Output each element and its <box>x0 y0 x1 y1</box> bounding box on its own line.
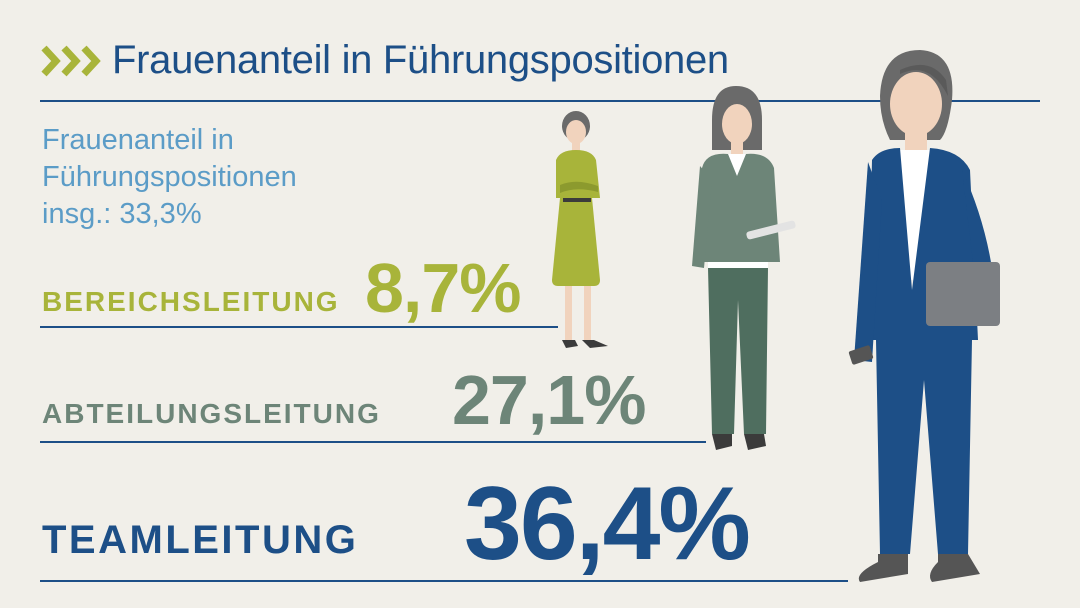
page-title: Frauenanteil in Führungspositionen <box>112 38 729 82</box>
summary-line-2: Führungspositionen <box>42 161 297 193</box>
woman-abteilungsleitung-figure <box>692 86 796 450</box>
woman-bereichsleitung-figure <box>552 111 608 348</box>
level-divider-teamleitung <box>40 580 848 582</box>
woman-teamleitung-figure <box>848 50 1000 582</box>
summary-text: Frauenanteil in Führungspositionen insg.… <box>42 122 297 233</box>
level-label-abteilungsleitung: ABTEILUNGSLEITUNG <box>42 398 381 429</box>
level-value-teamleitung: 36,4% <box>464 466 751 582</box>
level-divider-abteilungsleitung <box>40 441 706 443</box>
level-label-teamleitung: TEAMLEITUNG <box>42 518 359 562</box>
level-value-bereichsleitung: 8,7% <box>365 249 522 327</box>
triple-chevron-right-icon <box>41 45 101 77</box>
summary-line-3: insg.: 33,3% <box>42 198 202 230</box>
level-divider-bereichsleitung <box>40 326 558 328</box>
level-value-abteilungsleitung: 27,1% <box>452 361 646 439</box>
title-divider <box>40 100 1040 102</box>
summary-line-1: Frauenanteil in <box>42 124 234 156</box>
level-label-bereichsleitung: BEREICHSLEITUNG <box>42 286 340 317</box>
